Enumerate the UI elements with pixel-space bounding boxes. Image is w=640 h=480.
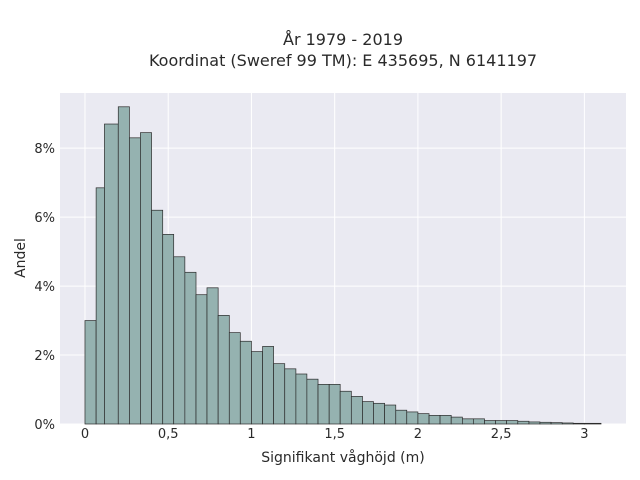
histogram-bar-45 xyxy=(584,422,602,425)
y-tick-label-0: 0% xyxy=(34,418,55,433)
histogram-bar-37 xyxy=(495,420,507,425)
y-tick-label-2: 4% xyxy=(34,280,55,295)
histogram-bar-5 xyxy=(140,132,152,425)
y-tick-label-4: 8% xyxy=(34,142,55,157)
histogram-bar-38 xyxy=(506,420,519,425)
histogram-bar-44 xyxy=(572,422,585,425)
y-axis-label: Andel xyxy=(13,238,29,278)
x-tick-label-4: 2 xyxy=(414,427,422,442)
histogram-bar-3 xyxy=(117,106,130,425)
histogram-bar-4 xyxy=(129,137,141,425)
histogram-bar-12 xyxy=(217,315,230,425)
histogram-bar-21 xyxy=(317,383,330,425)
histogram-bar-35 xyxy=(472,418,485,425)
histogram-bar-24 xyxy=(350,396,363,425)
histogram-bar-18 xyxy=(284,368,297,425)
histogram-bar-30 xyxy=(417,413,430,425)
histogram-bar-33 xyxy=(450,416,463,425)
histogram-bar-14 xyxy=(239,340,252,425)
histogram-bar-16 xyxy=(262,346,274,425)
histogram-bar-22 xyxy=(328,383,341,425)
histogram-bar-8 xyxy=(173,256,186,425)
chart-title-line-2: Koordinat (Sweref 99 TM): E 435695, N 61… xyxy=(149,51,537,70)
histogram-bar-11 xyxy=(206,287,219,425)
y-tick-label-1: 2% xyxy=(34,349,55,364)
histogram-bar-23 xyxy=(339,390,352,425)
histogram-bar-31 xyxy=(428,415,441,425)
y-tick-label-3: 6% xyxy=(34,211,55,226)
x-tick-label-1: 0,5 xyxy=(158,427,179,442)
histogram-bar-0 xyxy=(84,320,97,425)
histogram-bar-40 xyxy=(528,421,541,425)
histogram-bar-27 xyxy=(384,404,397,425)
histogram-bar-6 xyxy=(151,209,164,425)
histogram-bars xyxy=(84,106,602,425)
x-tick-label-0: 0 xyxy=(81,427,89,442)
x-axis-ticks: 0 0,5 1 1,5 2 2,5 3 xyxy=(81,427,589,442)
x-tick-label-3: 1,5 xyxy=(324,427,345,442)
histogram-bar-41 xyxy=(539,421,552,425)
histogram-bar-28 xyxy=(395,409,408,425)
histogram-bar-43 xyxy=(561,422,574,425)
y-axis-ticks: 0% 2% 4% 6% 8% xyxy=(34,142,55,433)
histogram-bar-15 xyxy=(251,351,263,425)
histogram-bar-19 xyxy=(295,373,308,425)
chart-title-line-1: År 1979 - 2019 xyxy=(283,30,403,49)
x-tick-label-6: 3 xyxy=(580,427,588,442)
histogram-bar-39 xyxy=(517,420,530,425)
histogram-bar-13 xyxy=(228,332,241,425)
histogram-bar-25 xyxy=(362,401,374,425)
histogram-bar-36 xyxy=(484,420,497,425)
histogram-bar-17 xyxy=(273,363,286,425)
histogram-bar-7 xyxy=(162,234,175,425)
histogram-bar-42 xyxy=(550,422,563,425)
x-tick-label-2: 1 xyxy=(247,427,255,442)
histogram-bar-26 xyxy=(373,402,385,425)
histogram-bar-20 xyxy=(306,378,319,425)
histogram-bar-32 xyxy=(439,415,452,425)
histogram-bar-34 xyxy=(462,418,474,425)
histogram-bar-9 xyxy=(184,271,197,425)
histogram-bar-10 xyxy=(195,294,208,425)
histogram-bar-29 xyxy=(406,411,419,425)
x-tick-label-5: 2,5 xyxy=(491,427,512,442)
histogram-bar-1 xyxy=(95,187,105,425)
x-axis-label: Signifikant våghöjd (m) xyxy=(261,449,424,466)
histogram-bar-2 xyxy=(104,123,119,425)
